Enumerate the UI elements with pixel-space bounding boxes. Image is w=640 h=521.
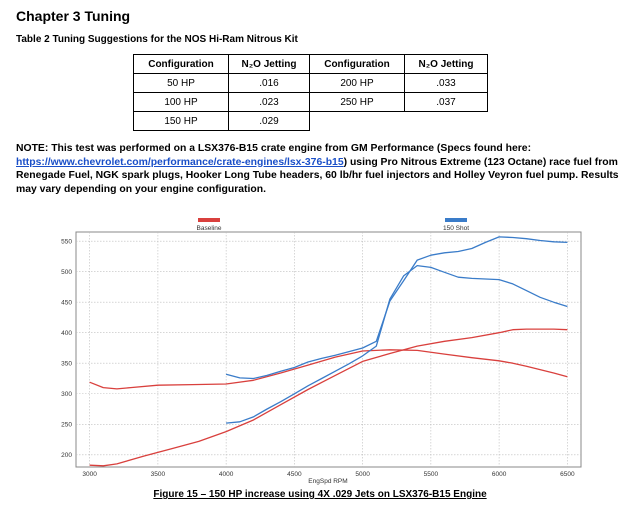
y-tick-label: 550	[61, 238, 72, 245]
x-tick-label: 6500	[560, 471, 575, 478]
x-tick-label: 3500	[151, 471, 166, 478]
table-cell: .037	[404, 92, 488, 112]
chapter-heading: Chapter 3 Tuning	[16, 8, 131, 24]
table-cell-empty	[405, 112, 488, 131]
table-cell: 50 HP	[133, 73, 229, 93]
dyno-chart: 200 250 300 350 400 450 500 550 3000 3500 4000 4500…	[61, 218, 582, 485]
y-tick-label: 350	[61, 361, 72, 368]
baseline-curve-1	[89, 349, 568, 390]
shot-legend-label: 150 Shot	[443, 225, 469, 232]
y-tick-label: 400	[61, 330, 72, 337]
table-cell: 150 HP	[133, 111, 229, 131]
series-layer	[89, 236, 568, 467]
header-configuration-1: Configuration	[133, 54, 229, 74]
figure-caption: Figure 15 – 150 HP increase using 4X .02…	[153, 489, 487, 500]
y-tick-label: 300	[61, 391, 72, 398]
x-tick-label: 5000	[355, 471, 370, 478]
table-caption: Table 2 Tuning Suggestions for the NOS H…	[16, 34, 298, 45]
table-cell: .023	[228, 92, 310, 112]
x-tick-label: 4000	[219, 471, 234, 478]
crate-engine-link[interactable]: https://www.chevrolet.com/performance/cr…	[16, 156, 344, 168]
table-row: 100 HP .023 250 HP .037	[133, 92, 488, 112]
table-cell: .029	[228, 111, 310, 131]
y-tick-label: 450	[61, 299, 72, 306]
baseline-legend-swatch	[198, 218, 220, 222]
tuning-table: Configuration N₂O Jetting Configuration …	[133, 54, 488, 131]
y-tick-label: 250	[61, 422, 72, 429]
note-text-before: NOTE: This test was performed on a LSX37…	[16, 143, 532, 154]
x-tick-label: 4500	[287, 471, 302, 478]
test-note: NOTE: This test was performed on a LSX37…	[16, 142, 628, 196]
x-axis-label: EngSpd RPM	[308, 478, 347, 485]
shot-curve-2	[225, 236, 568, 380]
baseline-curve-2	[89, 328, 568, 467]
x-tick-label: 5500	[424, 471, 439, 478]
table-header-row: Configuration N₂O Jetting Configuration …	[133, 54, 488, 74]
note-text-after: ) using Pro Nitrous Extreme (123 Octane)…	[16, 156, 619, 195]
header-configuration-2: Configuration	[309, 54, 405, 74]
table-cell: 250 HP	[309, 92, 405, 112]
table-cell: 100 HP	[133, 92, 229, 112]
tick-label-layer: 200 250 300 350 400 450 500 550 3000 3500 4000 4500…	[61, 238, 575, 478]
table-cell: 200 HP	[309, 73, 405, 93]
y-tick-label: 200	[61, 452, 72, 459]
y-tick-label: 500	[61, 269, 72, 276]
table-row: 50 HP .016 200 HP .033	[133, 73, 488, 93]
table-cell: .033	[404, 73, 488, 93]
baseline-legend-label: Baseline	[197, 225, 222, 232]
x-tick-label: 6000	[492, 471, 507, 478]
table-cell-empty	[310, 112, 405, 131]
header-jetting-2: N₂O Jetting	[404, 54, 488, 74]
plot-area	[75, 231, 582, 468]
x-tick-label: 3000	[82, 471, 97, 478]
header-jetting-1: N₂O Jetting	[228, 54, 310, 74]
table-cell: .016	[228, 73, 310, 93]
table-row: 150 HP .029	[133, 111, 488, 131]
grid-layer	[76, 232, 581, 467]
shot-legend-swatch	[445, 218, 467, 222]
shot-curve-1	[226, 264, 568, 424]
legend: Baseline 150 Shot	[197, 218, 469, 232]
